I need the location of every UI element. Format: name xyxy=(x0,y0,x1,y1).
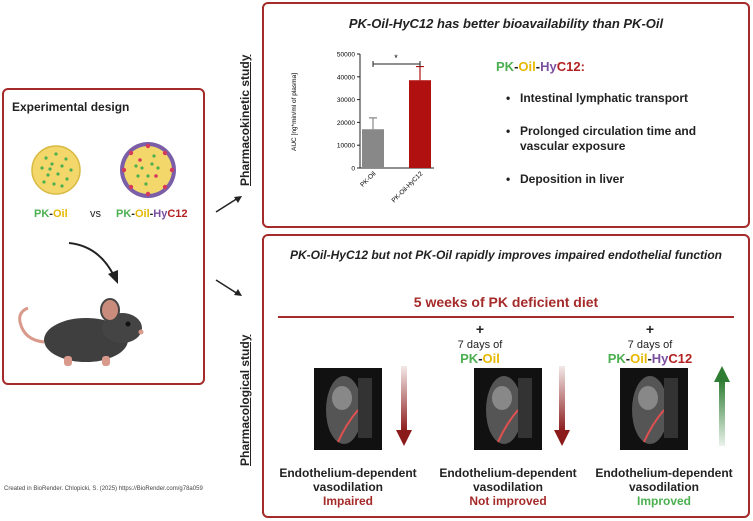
pk-study-side-label: Pharmacokinetic study xyxy=(238,54,252,186)
col3-plus: + xyxy=(645,321,655,337)
y-tick-label: 10000 xyxy=(337,143,355,150)
pharm-study-title: PK-Oil-HyC12 but not PK-Oil rapidly impr… xyxy=(289,248,723,262)
significance-star: * xyxy=(394,53,398,63)
y-tick-label: 40000 xyxy=(337,74,355,81)
mri-image-improved xyxy=(620,368,688,450)
caption-col3: Endothelium-dependent vasodilation Improv… xyxy=(595,466,733,508)
x-tick-label: PK-Oil xyxy=(359,170,378,189)
diet-label: 5 weeks of PK deficient diet xyxy=(413,294,599,310)
error-bar xyxy=(416,65,424,81)
diet-divider xyxy=(278,316,734,318)
outcome-not-improved: Not improved xyxy=(469,494,547,508)
y-axis-label: AUC [ng*min/ml of plasma] xyxy=(291,73,298,151)
pk-oil-hyc12-label: PK-Oil-HyC12 xyxy=(116,208,188,220)
down-arrow-not-improved-icon xyxy=(554,366,570,446)
auc-bar-chart: AUC [ng*min/ml of plasma] 0 10000 20000 300… xyxy=(291,52,434,204)
y-tick-label: 30000 xyxy=(337,97,355,104)
down-arrow-impaired-icon xyxy=(396,366,412,446)
arrow-to-pharm-study-icon xyxy=(215,279,242,296)
caption-col2: Endothelium-dependent vasodilation Not im… xyxy=(439,466,577,508)
experimental-design-panel: Experimental design PK-Oil vs PK-Oil- xyxy=(2,88,205,385)
pharm-study-side-label: Pharmacological study xyxy=(238,334,252,466)
col2-plus: + xyxy=(475,321,485,337)
col3-days: 7 days of xyxy=(627,339,673,351)
pk-study-title: PK-Oil-HyC12 has better bioavailability … xyxy=(348,16,664,31)
pk-oil-particle xyxy=(31,145,81,195)
biorender-credit: Created in BioRender. Chlopicki, S. (202… xyxy=(4,486,203,492)
pharm-study-panel: PK-Oil-HyC12 but not PK-Oil rapidly impr… xyxy=(262,234,750,518)
col3-treatment: PK-Oil-HyC12 xyxy=(607,351,693,366)
outcome-improved: Improved xyxy=(636,494,691,508)
mri-image-not-improved xyxy=(474,368,542,450)
pk-bullet-2: Prolonged circulation time and vascular … xyxy=(506,124,740,154)
x-tick-label: PK-Oil-HyC12 xyxy=(391,170,425,204)
design-title: Experimental design xyxy=(12,100,130,114)
up-arrow-improved-icon xyxy=(714,366,730,446)
bar-pk-oil-hyc12 xyxy=(409,80,431,168)
y-tick-label: 0 xyxy=(351,166,355,173)
pk-oil-label: PK-Oil xyxy=(34,208,68,220)
pk-study-panel: PK-Oil-HyC12 has better bioavailability … xyxy=(262,2,750,228)
y-tick-label: 20000 xyxy=(337,120,355,127)
mouse-illustration xyxy=(18,298,144,366)
caption-col1: Endothelium-dependent vasodilation Impair… xyxy=(279,466,417,508)
col2-days: 7 days of xyxy=(457,339,503,351)
pk-study-legend: PK-Oil-HyC12: xyxy=(496,59,585,74)
pk-oil-hyc12-particle xyxy=(120,142,176,198)
error-bar xyxy=(369,117,377,130)
outcome-impaired: Impaired xyxy=(322,494,373,508)
vs-label: vs xyxy=(90,208,101,220)
bar-pk-oil xyxy=(362,129,384,168)
mri-image-impaired xyxy=(314,368,382,450)
pk-bullet-1: Intestinal lymphatic transport xyxy=(506,91,740,106)
col2-treatment: PK-Oil xyxy=(460,351,500,366)
pk-bullet-3: Deposition in liver xyxy=(506,172,740,187)
curved-arrow-icon xyxy=(68,242,118,284)
arrow-to-pk-study-icon xyxy=(215,196,242,213)
y-tick-label: 50000 xyxy=(337,52,355,59)
